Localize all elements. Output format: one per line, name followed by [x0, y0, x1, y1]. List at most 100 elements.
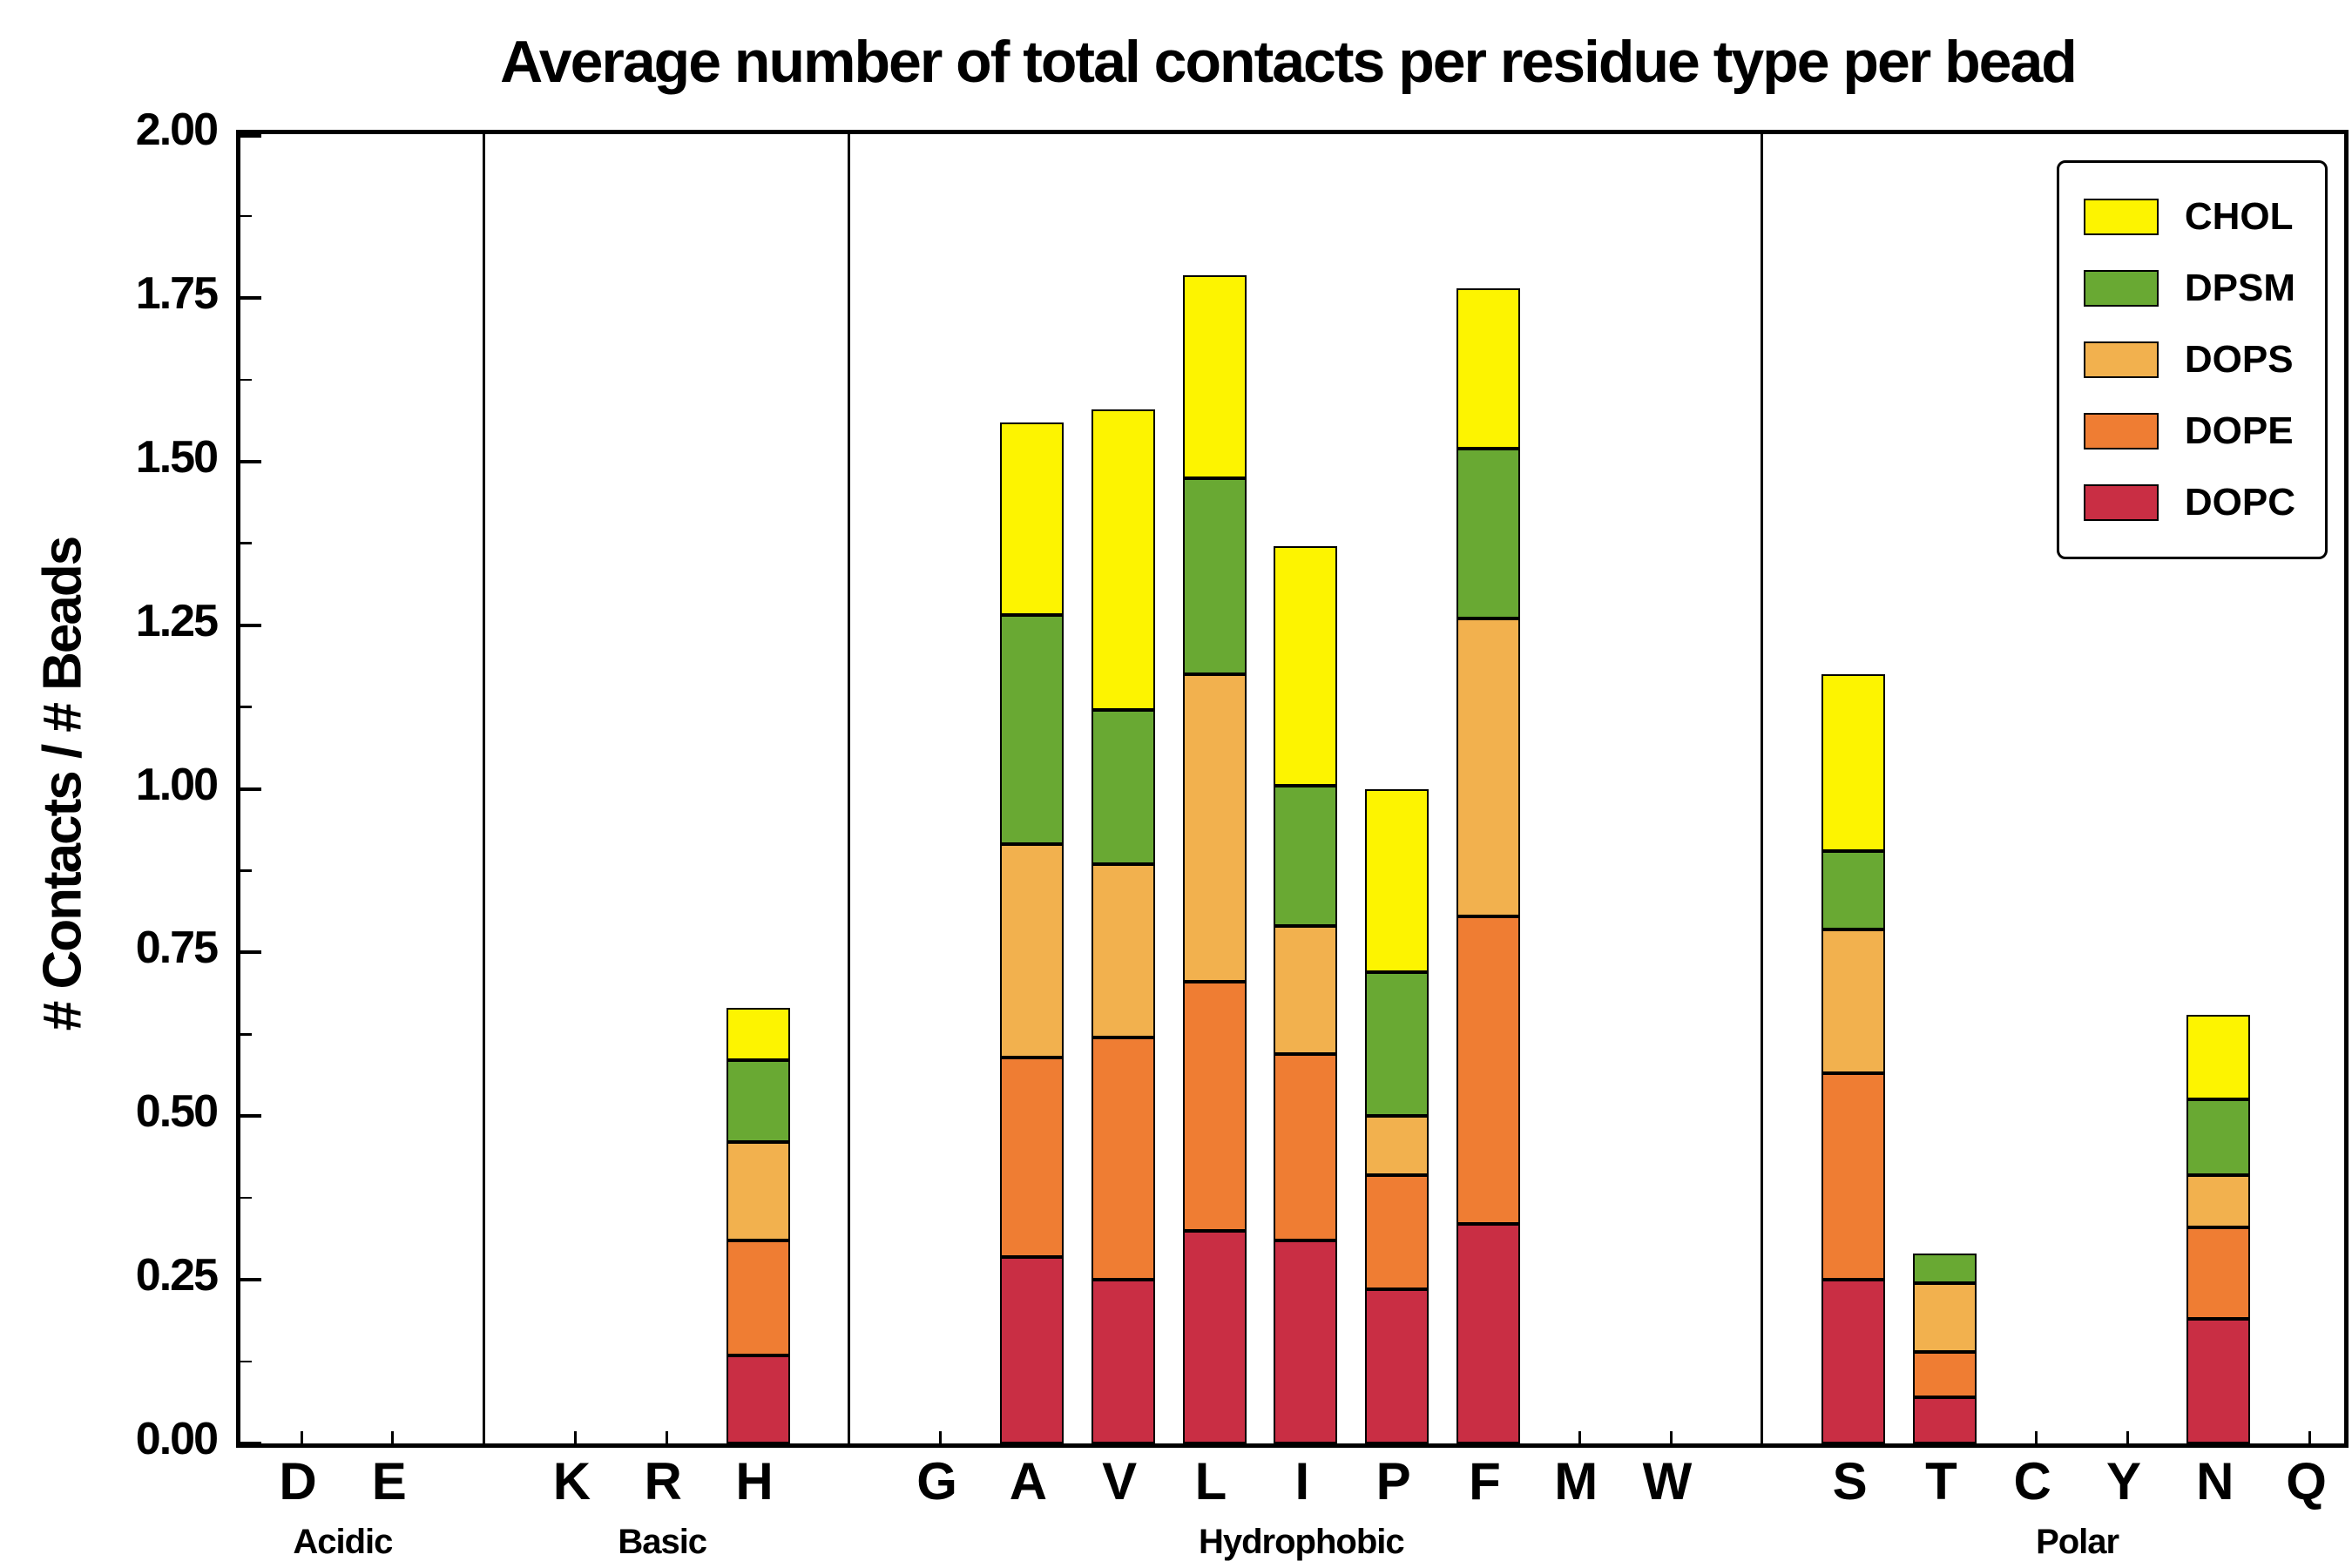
x-tick-label: L	[1194, 1452, 1227, 1511]
legend-swatch-dpsm	[2083, 270, 2159, 307]
x-tick-label: P	[1375, 1452, 1411, 1511]
bar-segment-dope	[1182, 982, 1247, 1231]
x-tick-label: K	[552, 1452, 591, 1511]
y-tick-label: 0.25	[135, 1250, 219, 1301]
bar-segment-dope	[999, 1057, 1064, 1257]
legend-swatch-dopc	[2083, 484, 2159, 521]
y-minor-tick	[240, 869, 252, 872]
legend-swatch-dope	[2083, 413, 2159, 449]
y-tick-label: 1.50	[135, 431, 219, 483]
group-label: Polar	[2036, 1523, 2119, 1561]
bar-segment-chol	[1182, 274, 1247, 478]
group-separator-line	[483, 134, 486, 1443]
bar-segment-chol	[1456, 287, 1520, 449]
bar-segment-dops	[1456, 618, 1520, 917]
y-major-tick	[240, 1114, 261, 1119]
bar-segment-dopc	[1365, 1289, 1429, 1443]
bar-segment-dops	[2186, 1174, 2251, 1228]
bar-segment-dops	[1182, 674, 1247, 983]
bar-segment-dope	[1821, 1073, 1886, 1281]
legend-label: DOPE	[2184, 409, 2294, 452]
x-tick-label: W	[1642, 1452, 1693, 1511]
x-tick-label: S	[1832, 1452, 1868, 1511]
x-tick-label: E	[371, 1452, 407, 1511]
x-tick-label: N	[2196, 1452, 2234, 1511]
group-separator-line	[1761, 134, 1764, 1443]
y-minor-tick	[240, 1196, 252, 1200]
group-label: Basic	[618, 1523, 707, 1561]
legend-label: CHOL	[2184, 195, 2294, 238]
x-tick	[391, 1431, 395, 1443]
group-label: Hydrophobic	[1198, 1523, 1405, 1561]
y-tick-label: 2.00	[135, 105, 219, 155]
legend: CHOL DPSM DOPS DOPE DOPC	[2056, 160, 2328, 559]
x-tick-label: T	[1925, 1452, 1957, 1511]
x-tick	[2308, 1431, 2312, 1443]
y-tick-label: 1.75	[135, 267, 219, 319]
bar-segment-dops	[999, 844, 1064, 1058]
y-tick-label: 1.25	[135, 595, 219, 646]
bar-segment-dopc	[1182, 1230, 1247, 1443]
bar-segment-chol	[2186, 1014, 2251, 1100]
bar-segment-chol	[726, 1008, 790, 1061]
bar-segment-dopc	[1456, 1224, 1520, 1443]
x-tick	[573, 1431, 577, 1443]
x-tick-label: Q	[2286, 1452, 2327, 1511]
bar-segment-dpsm	[2186, 1099, 2251, 1175]
legend-label: DOPS	[2184, 338, 2294, 381]
legend-swatch-chol	[2083, 199, 2159, 235]
y-major-tick	[240, 950, 261, 955]
plot-area	[236, 130, 2349, 1448]
bar-segment-dpsm	[1091, 710, 1155, 864]
y-major-tick	[240, 295, 261, 300]
y-major-tick	[240, 134, 261, 138]
y-major-tick	[240, 1278, 261, 1282]
bar-segment-dopc	[1821, 1280, 1886, 1443]
bar-segment-dopc	[726, 1355, 790, 1443]
bar-segment-chol	[1821, 674, 1886, 851]
group-label: Acidic	[293, 1523, 393, 1561]
y-tick-label: 0.00	[135, 1414, 219, 1464]
y-minor-tick	[240, 1033, 252, 1036]
bar-segment-dopc	[999, 1256, 1064, 1443]
bar-segment-dpsm	[1912, 1254, 1977, 1283]
legend-label: DOPC	[2184, 481, 2295, 524]
y-minor-tick	[240, 706, 252, 708]
x-tick-label: I	[1294, 1452, 1309, 1511]
bar-segment-dope	[1912, 1351, 1977, 1398]
bar-segment-dpsm	[726, 1060, 790, 1143]
y-minor-tick	[240, 378, 252, 382]
x-tick-label: F	[1469, 1452, 1501, 1511]
legend-entry: DOPS	[2083, 325, 2295, 395]
group-separator-line	[848, 134, 851, 1443]
x-tick	[300, 1431, 303, 1443]
x-tick	[665, 1431, 668, 1443]
y-major-tick	[240, 1442, 261, 1445]
legend-entry: DOPE	[2083, 396, 2295, 466]
y-minor-tick	[240, 1360, 252, 1363]
bar-segment-dops	[726, 1142, 790, 1241]
bar-segment-dops	[1274, 926, 1338, 1054]
x-tick-label: H	[735, 1452, 773, 1511]
x-tick-label: Y	[2105, 1452, 2141, 1511]
y-tick-label: 0.50	[135, 1086, 219, 1138]
chart-title: Average number of total contacts per res…	[500, 29, 2078, 95]
x-tick-label: A	[1009, 1452, 1047, 1511]
y-tick-label: 0.75	[135, 923, 219, 974]
bar-segment-chol	[999, 422, 1064, 616]
bar-segment-dopc	[1274, 1240, 1338, 1443]
legend-swatch-dops	[2083, 341, 2159, 378]
bar-segment-dope	[2186, 1227, 2251, 1320]
y-tick-label: 1.00	[135, 759, 219, 810]
y-major-tick	[240, 459, 261, 463]
y-minor-tick	[240, 542, 252, 544]
x-tick-label: V	[1102, 1452, 1137, 1511]
bar-segment-dops	[1821, 929, 1886, 1074]
x-tick-label: M	[1554, 1452, 1598, 1511]
legend-entry: DOPC	[2083, 468, 2295, 537]
legend-entry: DPSM	[2083, 253, 2295, 323]
bar-segment-dpsm	[1821, 850, 1886, 930]
bar-segment-dope	[1365, 1174, 1429, 1290]
bar-segment-dpsm	[999, 615, 1064, 845]
bar-segment-dops	[1091, 863, 1155, 1038]
